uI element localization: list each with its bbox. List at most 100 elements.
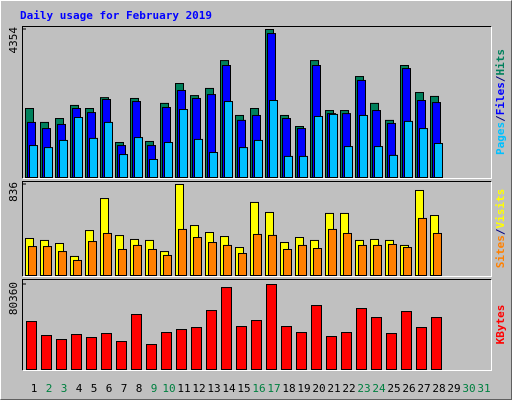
x-tick-label: 15 — [237, 382, 250, 395]
bar — [26, 321, 37, 370]
bar — [356, 308, 367, 371]
bar — [268, 234, 277, 276]
bar — [341, 332, 352, 370]
bar — [313, 248, 322, 277]
bar — [326, 336, 337, 370]
x-tick-label: 14 — [222, 382, 236, 395]
bar — [386, 333, 397, 371]
bar — [404, 120, 413, 178]
bar — [146, 344, 157, 371]
x-tick-label: 19 — [297, 382, 310, 395]
x-tick-label: 5 — [91, 382, 98, 395]
bar — [419, 128, 428, 179]
bar — [236, 326, 247, 371]
bar — [221, 287, 232, 370]
panel-bevel-light — [22, 26, 492, 179]
x-tick-label: 24 — [372, 382, 386, 395]
panel-bevel-light — [22, 181, 492, 277]
bar — [371, 317, 382, 370]
bar — [104, 121, 113, 178]
bar — [266, 284, 277, 370]
bar — [298, 244, 307, 277]
bar — [239, 147, 248, 179]
bar — [206, 310, 217, 370]
legend: Pages/Files/Hits — [494, 49, 507, 155]
x-tick-label: 2 — [46, 382, 53, 395]
bar — [89, 137, 98, 179]
legend-separator: / — [494, 75, 507, 82]
bar — [44, 147, 53, 179]
legend-separator: / — [494, 115, 507, 122]
bar — [251, 320, 262, 370]
bar — [131, 313, 142, 370]
bar — [388, 243, 397, 277]
x-tick-label: 8 — [136, 382, 143, 395]
bar — [103, 232, 112, 277]
bar — [283, 248, 292, 277]
x-tick-label: 30 — [462, 382, 475, 395]
panel-bevel-light — [22, 279, 492, 371]
bar — [224, 101, 233, 178]
bar — [101, 333, 112, 371]
x-tick-label: 12 — [192, 382, 205, 395]
bar — [118, 248, 127, 277]
bar — [73, 259, 82, 276]
bar — [403, 247, 412, 276]
bar — [296, 332, 307, 370]
legend-entry: Pages — [494, 122, 507, 155]
x-tick-label: 29 — [447, 382, 460, 395]
bar — [149, 158, 158, 178]
bar — [178, 228, 187, 276]
bar — [284, 155, 293, 178]
x-tick-label: 9 — [151, 382, 158, 395]
x-tick-label: 21 — [327, 382, 340, 395]
bar — [29, 145, 38, 179]
x-tick-label: 20 — [312, 382, 325, 395]
bar — [74, 117, 83, 178]
bar — [58, 251, 67, 276]
bar — [133, 244, 142, 277]
x-tick-label: 25 — [387, 382, 400, 395]
bar — [401, 311, 412, 371]
bar — [358, 244, 367, 277]
x-tick-label: 11 — [177, 382, 190, 395]
x-tick-label: 31 — [477, 382, 490, 395]
legend-entry: KBytes — [494, 305, 507, 345]
bar — [194, 138, 203, 178]
bar — [281, 326, 292, 371]
x-tick-label: 27 — [417, 382, 430, 395]
panel-bevel-dark — [22, 181, 492, 277]
bar — [191, 327, 202, 370]
y-tick-label: 836 — [7, 182, 20, 202]
x-tick-label: 28 — [432, 382, 445, 395]
x-tick-label: 26 — [402, 382, 415, 395]
legend-entry: Sites — [494, 235, 507, 268]
bar — [56, 339, 67, 370]
bar — [208, 242, 217, 276]
legend-separator: / — [494, 228, 507, 235]
x-tick-label: 13 — [207, 382, 220, 395]
bar — [223, 244, 232, 277]
x-tick-label: 10 — [162, 382, 175, 395]
bar — [359, 114, 368, 178]
x-tick-label: 4 — [76, 382, 83, 395]
bar — [433, 232, 442, 277]
bar — [43, 246, 52, 277]
bar — [299, 155, 308, 178]
x-tick-label: 22 — [342, 382, 355, 395]
x-tick-label: 17 — [267, 382, 280, 395]
legend: Sites/Visits — [494, 189, 507, 269]
bar — [193, 237, 202, 277]
bar — [344, 146, 353, 178]
bar — [253, 233, 262, 277]
x-tick-label: 6 — [106, 382, 113, 395]
bar — [59, 139, 68, 178]
bar — [373, 244, 382, 277]
x-tick-label: 23 — [357, 382, 370, 395]
bar — [41, 335, 52, 370]
chart-title: Daily usage for February 2019 — [20, 9, 212, 22]
bar — [269, 100, 278, 178]
legend-entry: Visits — [494, 189, 507, 229]
bar — [161, 332, 172, 370]
